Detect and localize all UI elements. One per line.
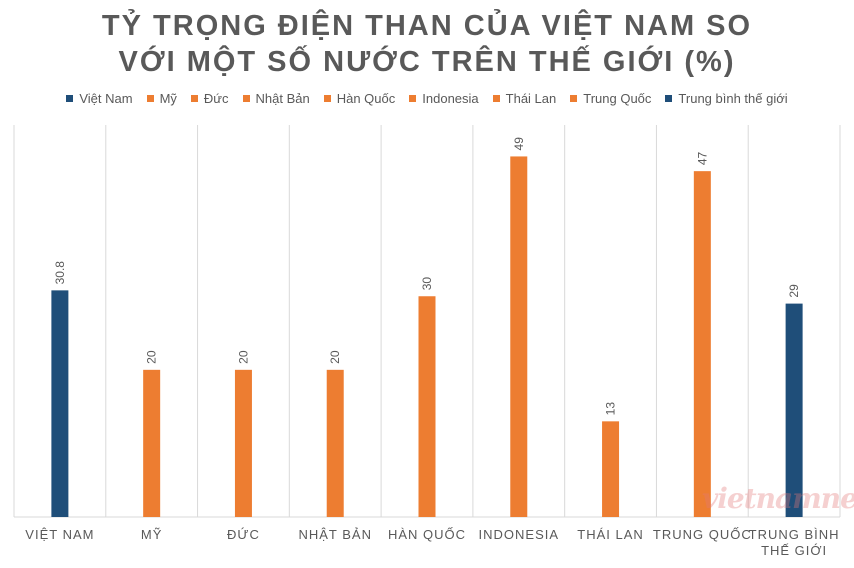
legend-label: Indonesia [422, 90, 479, 106]
legend-item: Indonesia [409, 88, 479, 108]
category-label: VIỆT NAM [25, 527, 94, 542]
data-label: 30.8 [53, 261, 67, 285]
bar [785, 303, 803, 517]
category-label: TRUNG QUỐC [653, 527, 752, 542]
legend-swatch [190, 94, 198, 102]
legend-swatch [323, 94, 331, 102]
legend-swatch [146, 94, 154, 102]
legend-label: Hàn Quốc [336, 90, 396, 106]
bar [418, 296, 436, 517]
category-label: ĐỨC [227, 527, 260, 542]
bar [602, 421, 620, 517]
vietnamnet-watermark: vietnamnet [702, 482, 854, 515]
category-label: INDONESIA [479, 527, 560, 542]
legend-label: Thái Lan [505, 90, 557, 106]
category-label: HÀN QUỐC [388, 527, 466, 542]
data-label: 30 [420, 277, 434, 291]
legend-item: Hàn Quốc [323, 88, 396, 108]
category-label: THÁI LAN [577, 527, 644, 542]
bar [693, 171, 711, 517]
data-label: 20 [328, 350, 342, 364]
legend-swatch [409, 94, 417, 102]
bar [326, 369, 344, 517]
legend-swatch [242, 94, 250, 102]
bar [234, 369, 252, 517]
legend-label: Trung bình thế giới [678, 90, 788, 106]
legend-item: Nhật Bản [242, 88, 310, 108]
legend-label: Nhật Bản [255, 90, 310, 106]
legend-item: Việt Nam [66, 88, 133, 108]
category-label: NHẬT BẢN [298, 527, 372, 542]
data-label: 49 [512, 137, 526, 151]
legend-item: Trung Quốc [570, 88, 651, 108]
category-label: MỸ [141, 527, 163, 542]
legend-item: Đức [190, 88, 229, 108]
legend-item: Mỹ [146, 88, 177, 108]
data-label: 20 [145, 350, 159, 364]
legend-swatch [492, 94, 500, 102]
legend-swatch [570, 94, 578, 102]
chart-legend: Việt Nam Mỹ Đức Nhật Bản Hàn Quốc Indonesia Th… [0, 88, 854, 108]
legend-swatch [665, 94, 673, 102]
legend-label: Đức [203, 90, 229, 106]
chart-title-line-1: TỶ TRỌNG ĐIỆN THAN CỦA VIỆT NAM SO [101, 10, 753, 42]
data-label: 29 [787, 284, 801, 298]
bar [143, 369, 161, 517]
data-label: 13 [604, 402, 618, 416]
bar [51, 290, 69, 517]
legend-label: Việt Nam [79, 90, 133, 106]
legend-label: Mỹ [159, 90, 177, 106]
legend-swatch [66, 94, 74, 102]
data-label: 47 [695, 151, 709, 165]
chart-title: TỶ TRỌNG ĐIỆN THAN CỦA VIỆT NAM SO VỚI M… [0, 8, 854, 80]
legend-label: Trung Quốc [583, 90, 652, 106]
legend-item: Thái Lan [492, 88, 557, 108]
category-label: TRUNG BÌNH THẾ GIỚI [749, 527, 840, 558]
legend-item: Trung bình thế giới [665, 88, 788, 108]
bar [510, 156, 528, 517]
data-label: 20 [236, 350, 250, 364]
chart-title-line-2: VỚI MỘT SỐ NƯỚC TRÊN THẾ GIỚI (%) [118, 46, 736, 78]
